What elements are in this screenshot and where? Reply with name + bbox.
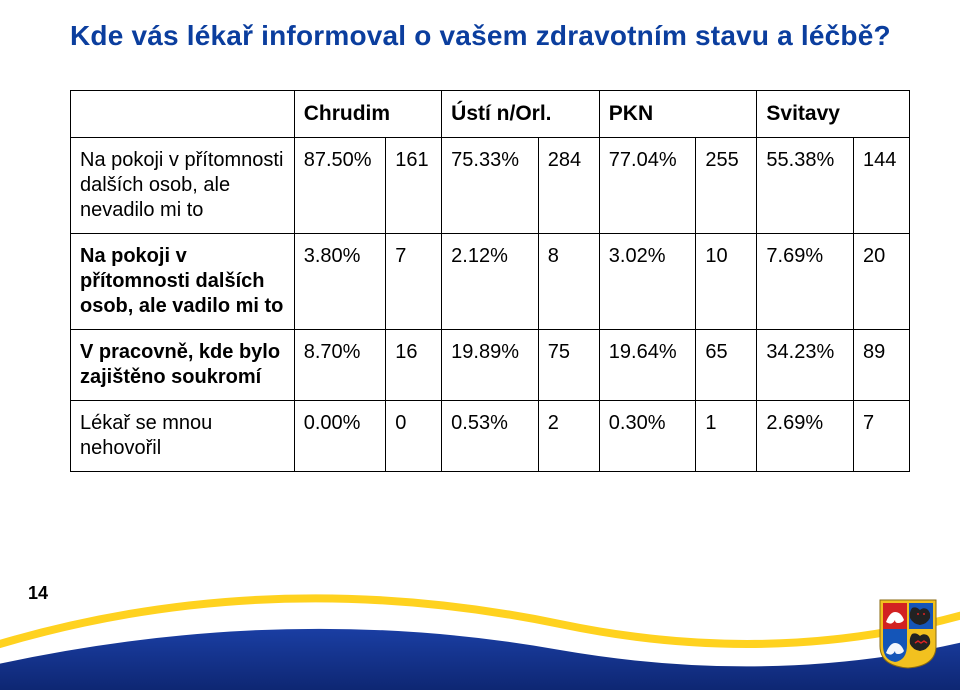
cell: 144	[854, 138, 910, 234]
footer	[0, 580, 960, 690]
cell: 65	[696, 330, 757, 401]
cell: 161	[386, 138, 442, 234]
cell: 75	[538, 330, 599, 401]
cell: 7	[386, 234, 442, 330]
cell: 89	[854, 330, 910, 401]
cell: 0.00%	[294, 401, 386, 472]
cell: 34.23%	[757, 330, 854, 401]
cell: 255	[696, 138, 757, 234]
hdr-blank	[71, 91, 295, 138]
cell: 8	[538, 234, 599, 330]
hdr-pkn: PKN	[599, 91, 757, 138]
table-body: Na pokoji v přítomnosti dalších osob, al…	[71, 138, 910, 472]
cell: 87.50%	[294, 138, 386, 234]
cell: 20	[854, 234, 910, 330]
cell: 0.30%	[599, 401, 696, 472]
cell: 7.69%	[757, 234, 854, 330]
row-label: V pracovně, kde bylo zajištěno soukromí	[71, 330, 295, 401]
cell: 8.70%	[294, 330, 386, 401]
cell: 16	[386, 330, 442, 401]
cell: 284	[538, 138, 599, 234]
cell: 55.38%	[757, 138, 854, 234]
czech-emblem-icon	[878, 598, 938, 670]
cell: 3.02%	[599, 234, 696, 330]
cell: 10	[696, 234, 757, 330]
hdr-usti: Ústí n/Orl.	[442, 91, 600, 138]
cell: 0	[386, 401, 442, 472]
row-label: Na pokoji v přítomnosti dalších osob, al…	[71, 234, 295, 330]
table-row: Na pokoji v přítomnosti dalších osob, al…	[71, 234, 910, 330]
table-header-row: Chrudim Ústí n/Orl. PKN Svitavy	[71, 91, 910, 138]
table-row: Na pokoji v přítomnosti dalších osob, al…	[71, 138, 910, 234]
data-table-container: Chrudim Ústí n/Orl. PKN Svitavy Na pokoj…	[70, 90, 910, 472]
cell: 19.89%	[442, 330, 539, 401]
hdr-chrudim: Chrudim	[294, 91, 441, 138]
cell: 2.12%	[442, 234, 539, 330]
cell: 3.80%	[294, 234, 386, 330]
cell: 1	[696, 401, 757, 472]
cell: 2.69%	[757, 401, 854, 472]
table-row: V pracovně, kde bylo zajištěno soukromí8…	[71, 330, 910, 401]
table-row: Lékař se mnou nehovořil0.00%00.53%20.30%…	[71, 401, 910, 472]
cell: 0.53%	[442, 401, 539, 472]
footer-blue-swoosh	[0, 580, 960, 690]
hdr-svitavy: Svitavy	[757, 91, 910, 138]
row-label: Na pokoji v přítomnosti dalších osob, al…	[71, 138, 295, 234]
data-table: Chrudim Ústí n/Orl. PKN Svitavy Na pokoj…	[70, 90, 910, 472]
page-title: Kde vás lékař informoval o vašem zdravot…	[70, 20, 920, 52]
cell: 75.33%	[442, 138, 539, 234]
cell: 7	[854, 401, 910, 472]
row-label: Lékař se mnou nehovořil	[71, 401, 295, 472]
cell: 77.04%	[599, 138, 696, 234]
cell: 19.64%	[599, 330, 696, 401]
cell: 2	[538, 401, 599, 472]
